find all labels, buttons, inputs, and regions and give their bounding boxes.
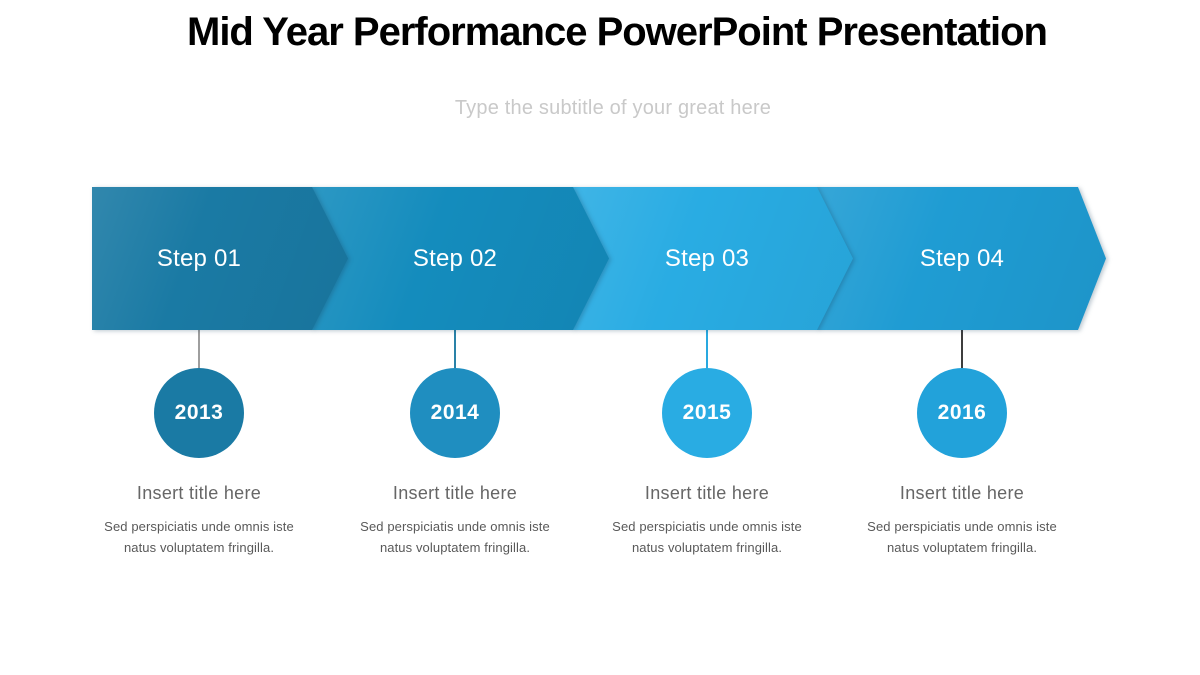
chevron-step-3: [573, 187, 853, 330]
chevron-step-3-shape: [573, 187, 853, 330]
connector-line-1: [198, 330, 200, 368]
year-circle-3: 2015: [662, 368, 752, 458]
item-title-3: Insert title here: [644, 483, 770, 503]
item-title-2: Insert title here: [392, 483, 518, 503]
year-3-label: 2015: [682, 401, 732, 424]
connector-line-2: [454, 330, 456, 368]
step-4-label: Step 04: [919, 244, 1005, 272]
step-1-label: Step 01: [156, 244, 242, 272]
chevron-step-4-shape: [817, 187, 1106, 330]
item-title-1: Insert title here: [136, 483, 262, 503]
chevron-step-1-shape: [92, 187, 348, 330]
year-1-label: 2013: [174, 401, 224, 424]
item-description-3: Sed perspiciatis unde omnis iste natus v…: [612, 519, 802, 555]
year-circle-1: 2013: [154, 368, 244, 458]
year-4-label: 2016: [937, 401, 987, 424]
year-circle-2: 2014: [410, 368, 500, 458]
item-description-4: Sed perspiciatis unde omnis iste natus v…: [867, 519, 1057, 555]
item-description-2: Sed perspiciatis unde omnis iste natus v…: [360, 519, 550, 555]
timeline-band: Step 01 Step 02 Step 03 Step 04: [0, 187, 1200, 330]
year-2-label: 2014: [430, 401, 480, 424]
item-description-1: Sed perspiciatis unde omnis iste natus v…: [104, 519, 294, 555]
chevron-step-1: [92, 187, 348, 330]
connector-line-4: [961, 330, 963, 368]
chevron-step-4: [817, 187, 1106, 330]
chevron-step-2: [312, 187, 609, 330]
slide-subtitle: Type the subtitle of your great here: [454, 97, 772, 119]
connector-line-3: [706, 330, 708, 368]
step-3-label: Step 03: [664, 244, 750, 272]
step-2-label: Step 02: [412, 244, 498, 272]
item-title-4: Insert title here: [899, 483, 1025, 503]
chevron-step-2-shape: [312, 187, 609, 330]
slide-title: Mid Year Performance PowerPoint Presenta…: [187, 10, 1048, 54]
year-circle-4: 2016: [917, 368, 1007, 458]
